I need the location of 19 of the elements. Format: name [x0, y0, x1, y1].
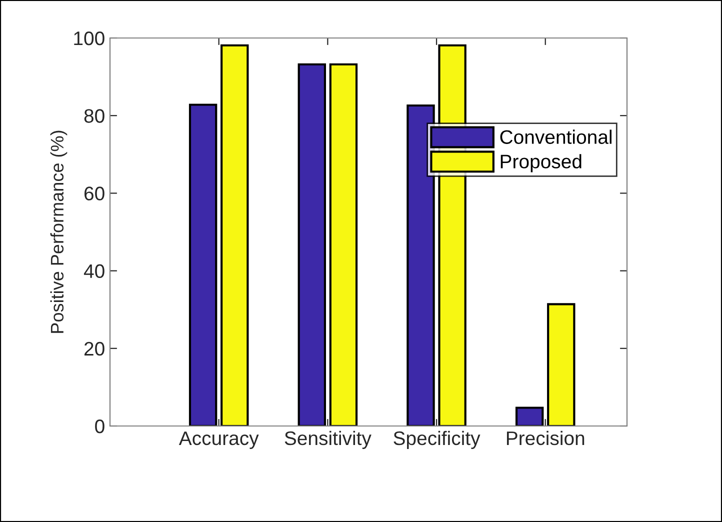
y-tick-label: 40 [84, 264, 104, 278]
bar [515, 406, 544, 426]
bar [298, 63, 326, 426]
y-tick-label: 80 [84, 109, 104, 123]
y-tick-label: 100 [74, 31, 104, 46]
bar [188, 104, 218, 426]
y-tick-label: 20 [84, 342, 104, 356]
x-tick-label: Sensitivity [284, 430, 372, 449]
y-axis-title: Positive Performance (%) [50, 130, 68, 333]
x-tick-label: Accuracy [178, 432, 259, 449]
bar [547, 303, 576, 426]
legend-label: Proposed [500, 154, 582, 172]
y-tick-label: 0 [95, 419, 104, 434]
bar [220, 44, 249, 426]
x-tick-label: Specificity [394, 430, 480, 449]
bar [329, 63, 358, 426]
x-tick-label: Precision [506, 430, 584, 446]
legend-label: Conventional [500, 130, 612, 144]
y-tick-label: 60 [84, 186, 104, 200]
